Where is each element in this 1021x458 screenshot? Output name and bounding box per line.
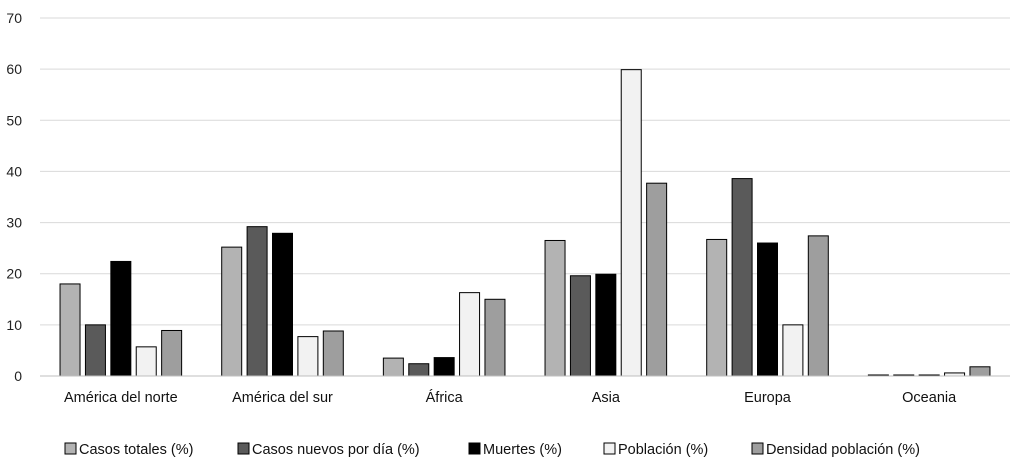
y-tick-label: 20 [6, 266, 22, 282]
bar [246, 226, 268, 377]
bar [807, 235, 829, 377]
x-category-label: América del sur [232, 390, 333, 406]
bar [731, 178, 753, 377]
x-category-label: Europa [744, 390, 792, 406]
legend-swatch [64, 442, 77, 455]
legend-label: Casos nuevos por día (%) [252, 442, 420, 458]
bar [272, 232, 293, 377]
x-category-label: África [426, 389, 464, 406]
bar [135, 346, 157, 377]
bar [408, 363, 430, 377]
y-tick-label: 50 [6, 112, 22, 128]
bar [297, 336, 319, 377]
legend-label: Densidad población (%) [766, 442, 920, 458]
gridlines [40, 17, 1010, 326]
bar [595, 273, 617, 377]
bar [782, 324, 804, 377]
x-category-label: Oceania [902, 390, 957, 406]
legend-swatch [468, 442, 481, 455]
bar [706, 238, 728, 377]
y-tick-label: 40 [6, 163, 22, 179]
x-category-label: América del norte [64, 390, 178, 406]
legend-swatch [751, 442, 764, 455]
y-tick-label: 60 [6, 61, 22, 77]
bars [59, 69, 991, 377]
bar [969, 366, 991, 377]
bar [322, 330, 344, 377]
bar [569, 275, 591, 377]
y-tick-label: 0 [14, 368, 22, 384]
bar [757, 242, 778, 377]
bar [433, 357, 455, 377]
bar [484, 298, 506, 377]
bar [620, 69, 642, 377]
bar [646, 182, 668, 377]
bar [382, 357, 404, 377]
bar [221, 246, 243, 377]
y-axis-ticks: 0 10 20 30 40 50 60 70 [6, 10, 22, 384]
bar [161, 329, 183, 377]
bar [84, 324, 106, 377]
legend-label: Casos totales (%) [79, 442, 193, 458]
legend-swatch [237, 442, 250, 455]
legend-label: Población (%) [618, 442, 708, 458]
y-tick-label: 70 [6, 10, 22, 26]
x-axis-categories: América del norte América del sur África As… [64, 389, 957, 406]
y-tick-label: 30 [6, 215, 22, 231]
bar [110, 260, 132, 377]
x-category-label: Asia [592, 390, 621, 406]
y-tick-label: 10 [6, 317, 22, 333]
bar [459, 292, 481, 377]
bar [59, 283, 81, 377]
legend: Casos totales (%) Casos nuevos por día (%… [64, 442, 920, 458]
legend-label: Muertes (%) [483, 442, 562, 458]
bar [544, 239, 566, 377]
legend-swatch [603, 442, 616, 455]
